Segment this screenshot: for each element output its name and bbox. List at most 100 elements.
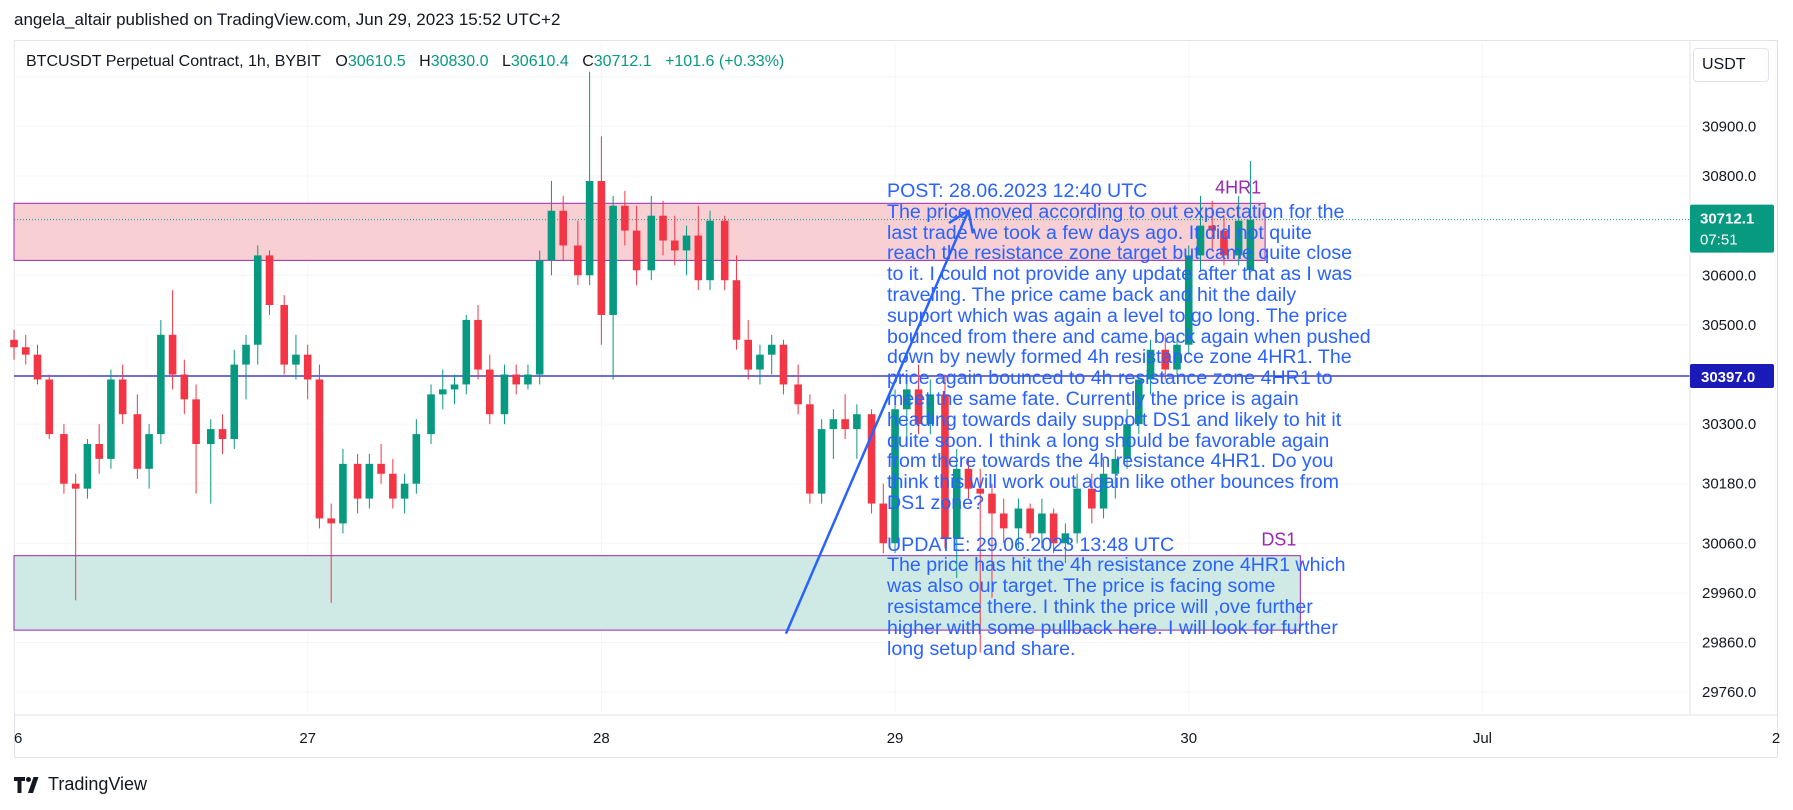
- candle-body: [574, 245, 582, 276]
- high-value: 30830.0: [430, 53, 489, 70]
- candle-body: [999, 513, 1008, 529]
- y-tick-label: 29760.0: [1702, 684, 1756, 701]
- y-tick-label: 30060.0: [1702, 535, 1756, 552]
- annotation-line: was also our target. The price is facing…: [887, 575, 1276, 598]
- candle-body: [621, 205, 629, 231]
- candle-body: [585, 180, 594, 276]
- candle-body: [559, 210, 567, 246]
- candle-body: [339, 463, 347, 524]
- symbol-name: BTCUSDT Perpetual Contract, 1h, BYBIT: [26, 53, 321, 70]
- candle-body: [941, 394, 949, 539]
- candle-body: [1161, 349, 1170, 370]
- low-label: L: [502, 53, 511, 70]
- candle-body: [1246, 219, 1255, 271]
- candle-body: [1026, 508, 1034, 534]
- candle-body: [438, 389, 447, 395]
- candle-body: [706, 220, 714, 281]
- candle-body: [242, 344, 250, 365]
- candle-body: [265, 255, 274, 306]
- candle-body: [1123, 424, 1131, 459]
- candle-body: [524, 374, 532, 385]
- candle-body: [952, 468, 961, 539]
- candle-body: [879, 503, 888, 544]
- annotation-line: The price moved according to out expecta…: [887, 200, 1345, 223]
- candle-body: [303, 354, 312, 380]
- candle-body: [720, 220, 729, 281]
- analysis-annotation: POST: 28.06.2023 12:40 UTC The price move…: [887, 181, 1447, 659]
- x-tick-label: 27: [299, 730, 316, 747]
- annotation-line: to it. I could not provide any update af…: [887, 263, 1353, 286]
- candle-body: [192, 399, 200, 444]
- candle-body: [315, 379, 324, 519]
- candle-body: [412, 434, 421, 484]
- bar-countdown: 07:51: [1700, 232, 1738, 249]
- candle-body: [867, 414, 876, 504]
- level-price-value: 30397.0: [1701, 369, 1755, 386]
- annotation-line: heading towards daily support DS1 and li…: [887, 408, 1342, 431]
- candle-body: [535, 260, 544, 375]
- y-tick-label: 29860.0: [1702, 635, 1756, 652]
- candle-body: [133, 414, 142, 469]
- candle-body: [670, 240, 679, 251]
- annotation-line: from there towards the 4h resistance 4HR…: [887, 450, 1334, 473]
- candle-body: [744, 339, 753, 370]
- candle-body: [400, 483, 409, 499]
- candle-body: [230, 364, 239, 440]
- candle-body: [474, 319, 482, 370]
- open-value: 30610.5: [347, 53, 406, 70]
- candle-body: [485, 369, 494, 415]
- x-tick-label: 28: [593, 730, 610, 747]
- y-tick-label: 30300.0: [1702, 416, 1756, 433]
- candle-body: [547, 210, 556, 261]
- annotation-line: support which was again a level to go lo…: [887, 304, 1348, 327]
- y-tick-label: 30800.0: [1702, 168, 1756, 185]
- candle-body: [45, 379, 54, 435]
- annotation-line: down by newly formed 4h resistance zone …: [887, 346, 1352, 369]
- candle-body: [1135, 379, 1143, 425]
- annotation-line: UPDATE: 29.06.2023 13:48 UTC: [887, 533, 1175, 556]
- candle-body: [891, 409, 899, 544]
- annotation-line: traveling. The price came back and hit t…: [887, 283, 1297, 306]
- candle-body: [779, 344, 788, 385]
- tradingview-brand[interactable]: TradingView: [14, 774, 147, 795]
- y-tick-label: 30900.0: [1702, 118, 1756, 135]
- symbol-legend: BTCUSDT Perpetual Contract, 1h, BYBIT O3…: [26, 53, 793, 71]
- currency-selector-button[interactable]: USDT: [1693, 48, 1769, 82]
- candle-body: [632, 230, 641, 271]
- candle-body: [253, 255, 262, 345]
- high-label: H: [419, 53, 431, 70]
- annotation-line: reach the resistance zone target but cam…: [887, 242, 1353, 265]
- candle-body: [1173, 344, 1181, 370]
- y-tick-label: 30600.0: [1702, 267, 1756, 284]
- annotation-line: bounced from there and came back again w…: [887, 325, 1371, 348]
- candle-body: [365, 463, 374, 499]
- candle-body: [377, 463, 385, 474]
- tradingview-logo-icon: [14, 776, 39, 793]
- candle-body: [83, 444, 92, 489]
- candle-body: [33, 354, 42, 380]
- candle-body: [609, 205, 617, 315]
- candle-body: [95, 444, 103, 459]
- annotation-line: The price has hit the 4h resistance zone…: [887, 554, 1346, 577]
- candle-body: [218, 429, 227, 440]
- candle-body: [450, 384, 459, 390]
- candle-body: [1014, 508, 1023, 529]
- candle-body: [926, 394, 935, 425]
- y-tick-label: 30180.0: [1702, 476, 1756, 493]
- x-tick-label: 29: [887, 730, 904, 747]
- candle-body: [1073, 488, 1081, 534]
- x-tick-label: 2: [1772, 730, 1780, 747]
- candle-body: [988, 493, 996, 514]
- candle-body: [118, 379, 127, 415]
- candle-body: [767, 344, 776, 355]
- candle-body: [794, 384, 802, 405]
- annotation-line: think this will work out again like othe…: [887, 471, 1339, 494]
- candle-body: [280, 305, 288, 365]
- zone-label-ds1: DS1: [1261, 530, 1296, 550]
- candle-body: [1099, 473, 1108, 509]
- trend-arrow-head: [948, 209, 974, 234]
- candle-body: [107, 379, 115, 459]
- level-price-tag: [1690, 364, 1774, 389]
- open-label: O: [335, 53, 348, 70]
